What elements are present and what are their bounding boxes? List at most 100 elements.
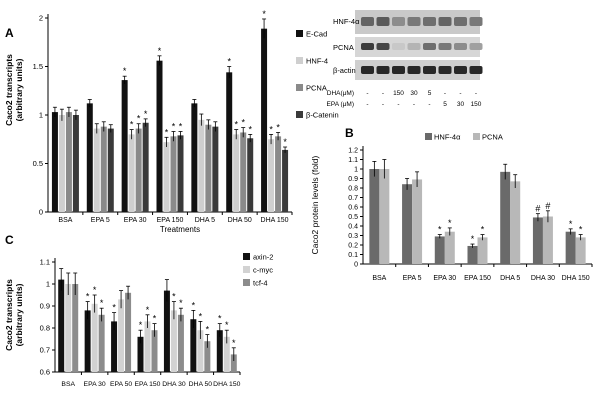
chart-a-category-label: EPA 30 [124, 217, 147, 224]
chart-c-significance-mark: * [199, 311, 203, 321]
chart-b-ytick-label: 0.7 [348, 195, 358, 202]
blot-band-pcna [361, 43, 374, 50]
blot-dha-lane-value: 150 [393, 90, 404, 97]
chart-c-legend-label: tcf-4 [253, 279, 268, 288]
blot-dha-lane-value: - [475, 90, 477, 97]
chart-a-bar [205, 124, 212, 212]
chart-c-legend-label: axin-2 [253, 253, 273, 262]
chart-a-legend-swatch [296, 84, 303, 91]
chart-c-bar [190, 319, 197, 372]
blot-band-pcna [454, 43, 467, 50]
chart-b-bar [532, 217, 543, 264]
panel-label-a: A [5, 26, 14, 40]
chart-c-bar [98, 314, 105, 372]
chart-b-ytick-label: 0.8 [348, 186, 358, 193]
chart-a-significance-mark: * [234, 120, 238, 130]
chart-a-category-label: EPA 150 [157, 217, 184, 224]
blot-epa-lane-value: 150 [471, 101, 482, 108]
chart-c-significance-mark: * [112, 303, 116, 313]
blot-band-hnf4a [376, 17, 390, 26]
chart-c-bar [216, 330, 223, 372]
chart-b-legend-label: PCNA [482, 133, 503, 142]
chart-a-significance-mark: * [248, 124, 252, 134]
blot-row-label-actin: β-actin [333, 66, 356, 75]
chart-b-bar [434, 236, 445, 264]
chart-b-ytick-label: 1.1 [348, 157, 358, 164]
chart-c-category-label: BSA [61, 381, 75, 388]
blot-epa-lane-value: - [366, 101, 368, 108]
chart-a-significance-mark: * [137, 114, 141, 124]
chart-b-bar [565, 231, 576, 264]
chart-c-bar [58, 279, 65, 372]
chart-c-significance-mark: * [179, 298, 183, 308]
chart-a-ylabel-line1: Caco2 transcripts [4, 54, 14, 126]
chart-a-ytick-label: 2 [39, 14, 43, 23]
chart-b-bar [500, 171, 511, 264]
chart-a-bar [58, 115, 65, 212]
chart-a-bar [191, 103, 198, 212]
chart-a-significance-mark: * [241, 118, 245, 128]
chart-a-ytick-label: 0.5 [33, 159, 43, 168]
chart-c-legend-label: c-myc [253, 266, 273, 275]
blot-band-hnf4a [454, 17, 467, 26]
western-blot: HNF-4α PCNA β-actin DHA(μM) EPA (μM) - - 1… [327, 8, 483, 108]
blot-epa-lane-value: - [428, 101, 430, 108]
blot-band-actin [423, 66, 436, 74]
chart-c-bar [91, 303, 98, 372]
chart-c-ytick-label: 0.8 [40, 324, 50, 333]
chart-b-bar [575, 237, 586, 264]
chart-b-category-label: EPA 5 [403, 275, 422, 282]
chart-a-bar [72, 115, 79, 212]
blot-dha-lane-value: 5 [428, 90, 432, 97]
blot-dha-lane-value: - [459, 90, 461, 97]
chart-b-ytick-label: 0.3 [348, 233, 358, 240]
chart-c-significance-mark: * [93, 285, 97, 295]
chart-a-bar [135, 128, 142, 212]
blot-dha-lane-value: - [382, 90, 384, 97]
chart-a-category-label: DHA 150 [261, 217, 289, 224]
chart-b-legend-swatch [473, 133, 480, 140]
chart-c-significance-mark: * [146, 305, 150, 315]
chart-b: Caco2 protein levels (fold) 0 0.1 0.2 0.3 0.… [310, 133, 593, 282]
chart-b-ylabel: Caco2 protein levels (fold) [310, 155, 320, 254]
chart-a-bar [177, 135, 184, 212]
blot-band-actin [361, 66, 374, 74]
blot-epa-label: EPA (μM) [327, 101, 354, 108]
chart-a-significance-mark: * [262, 9, 266, 19]
chart-a-ylabel-line2: (arbitrary units) [14, 58, 24, 121]
blot-row-label-pcna: PCNA [333, 43, 354, 52]
chart-a-xlabel: Treatments [160, 225, 200, 234]
chart-c-bar [197, 330, 204, 372]
blot-band-pcna [376, 43, 390, 50]
chart-a-bar [212, 126, 219, 212]
chart-b-category-label: DHA 5 [500, 275, 520, 282]
chart-a-significance-mark: * [123, 66, 127, 76]
chart-c-ytick-label: 0.6 [40, 368, 50, 377]
chart-b-ytick-label: 0.6 [348, 205, 358, 212]
blot-band-hnf4a [392, 17, 405, 26]
blot-dha-lane-value: - [444, 90, 446, 97]
chart-b-legend-swatch [425, 133, 432, 140]
chart-a-significance-mark: * [179, 121, 183, 131]
chart-a-category-label: BSA [58, 217, 72, 224]
blot-band-pcna [392, 43, 405, 50]
blot-band-pcna [438, 43, 452, 50]
chart-a-significance-mark: * [172, 121, 176, 131]
chart-c-category-label: EPA 30 [84, 381, 106, 388]
chart-a-significance-mark: * [276, 122, 280, 132]
blot-band-actin [392, 66, 405, 74]
chart-a-ytick-label: 0 [39, 208, 43, 217]
chart-a-legend-label: β-Catenin [306, 111, 339, 120]
chart-a-bar [142, 122, 149, 212]
chart-c-category-label: DHA 50 [189, 381, 213, 388]
blot-band-actin [454, 66, 467, 74]
chart-c-category-label: DHA 150 [213, 381, 240, 388]
blot-band-pcna [469, 43, 483, 50]
blot-band-hnf4a [438, 17, 452, 26]
chart-c-bar [111, 321, 118, 372]
chart-c-ylabel-line1: Caco2 transcripts [4, 279, 14, 351]
chart-a-bar [128, 134, 135, 212]
chart-a-significance-mark: * [144, 109, 148, 119]
chart-a-significance-mark: * [165, 127, 169, 137]
